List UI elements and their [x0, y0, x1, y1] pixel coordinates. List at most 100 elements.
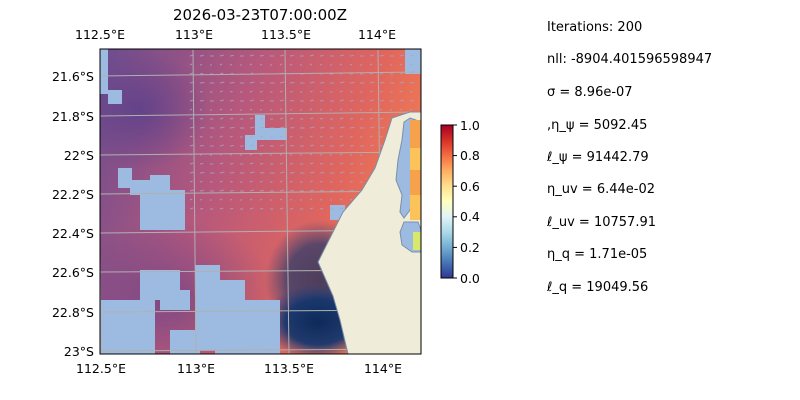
- velocity-arrow: [289, 91, 293, 93]
- velocity-arrow: [219, 117, 224, 120]
- velocity-arrow: [349, 73, 354, 75]
- lon-label-bottom: 114°E: [364, 361, 402, 376]
- velocity-arrow: [199, 118, 204, 120]
- velocity-arrow: [259, 118, 264, 120]
- velocity-arrow: [189, 162, 194, 165]
- velocity-arrow: [369, 117, 374, 120]
- velocity-arrow: [219, 63, 223, 66]
- velocity-arrow: [189, 117, 194, 120]
- velocity-arrow: [289, 190, 294, 192]
- lat-label: 21.8°S: [52, 109, 94, 124]
- velocity-arrow: [279, 171, 285, 174]
- velocity-arrow: [199, 145, 204, 147]
- velocity-arrow: [279, 90, 283, 93]
- velocity-arrow: [379, 127, 385, 129]
- velocity-arrow: [349, 82, 355, 84]
- velocity-arrow: [249, 81, 255, 84]
- velocity-arrow: [409, 91, 413, 93]
- velocity-arrow: [369, 126, 375, 129]
- velocity-arrow: [369, 144, 374, 147]
- velocity-arrow: [289, 127, 295, 129]
- lon-label-bottom: 113.5°E: [264, 361, 314, 376]
- lat-label: 22°S: [64, 148, 94, 163]
- velocity-arrow: [309, 153, 313, 156]
- velocity-arrow: [279, 81, 285, 84]
- velocity-arrow: [219, 162, 224, 165]
- velocity-arrow: [229, 154, 233, 156]
- velocity-arrow: [279, 207, 284, 210]
- velocity-arrow: [289, 100, 294, 102]
- velocity-arrow: [219, 135, 223, 138]
- lat-label: 23°S: [64, 344, 94, 359]
- velocity-arrow: [339, 63, 343, 66]
- velocity-arrow: [279, 180, 283, 183]
- velocity-arrow: [309, 126, 315, 129]
- velocity-arrow: [339, 54, 344, 57]
- velocity-arrow: [289, 118, 294, 120]
- lat-label: 22.2°S: [52, 187, 94, 202]
- velocity-arrow: [309, 63, 313, 66]
- velocity-arrow: [189, 81, 195, 84]
- velocity-arrow: [219, 99, 224, 102]
- velocity-arrow: [289, 136, 293, 138]
- velocity-arrow: [349, 127, 355, 129]
- colorbar-tick-marks: [453, 124, 457, 279]
- velocity-arrow: [279, 162, 284, 165]
- velocity-arrow: [189, 72, 194, 75]
- velocity-arrow: [189, 180, 193, 183]
- velocity-arrow: [319, 100, 324, 102]
- velocity-arrow: [229, 145, 234, 147]
- velocity-arrow: [189, 198, 193, 201]
- velocity-arrow: [189, 144, 194, 147]
- velocity-arrow: [309, 54, 314, 57]
- velocity-arrow: [289, 55, 294, 57]
- velocity-arrow: [309, 171, 315, 174]
- velocity-arrow: [189, 171, 195, 174]
- velocity-arrow: [249, 135, 253, 138]
- velocity-arrow: [229, 163, 234, 165]
- stat-iterations: Iterations: 200: [547, 20, 643, 35]
- velocity-arrow: [199, 154, 203, 156]
- velocity-arrow: [319, 118, 324, 120]
- velocity-arrow: [189, 126, 195, 129]
- lon-labels-bottom: 112.5°E 113°E 113.5°E 114°E: [76, 361, 402, 376]
- lon-label-top: 113°E: [175, 27, 213, 42]
- velocity-arrow: [259, 73, 264, 75]
- colorbar-tick-label: 0.0: [460, 271, 480, 286]
- velocity-arrow: [229, 199, 233, 201]
- velocity-arrow: [289, 109, 293, 111]
- velocity-arrow: [339, 171, 345, 174]
- inlet-field-cells: [410, 120, 421, 220]
- velocity-arrow: [189, 54, 194, 57]
- velocity-arrow: [289, 154, 293, 156]
- velocity-arrow: [409, 55, 414, 57]
- velocity-arrow: [349, 100, 354, 102]
- velocity-arrow: [379, 82, 385, 84]
- velocity-arrow: [249, 153, 253, 156]
- velocity-arrow: [219, 54, 224, 57]
- velocity-arrow: [399, 54, 404, 57]
- velocity-arrow: [349, 181, 353, 183]
- velocity-arrow: [259, 91, 263, 93]
- velocity-arrow: [279, 99, 284, 102]
- velocity-arrow: [249, 144, 254, 147]
- map-title: 2026-03-23T07:00:00Z: [173, 6, 347, 24]
- velocity-arrow: [219, 198, 223, 201]
- velocity-arrow: [369, 81, 375, 84]
- lon-label-bottom: 112.5°E: [76, 361, 126, 376]
- velocity-arrow: [339, 126, 345, 129]
- colorbar-tick-label: 1.0: [460, 118, 480, 133]
- velocity-arrow: [199, 181, 203, 183]
- velocity-vectors: [189, 54, 415, 210]
- velocity-arrow: [199, 172, 205, 174]
- velocity-arrow: [229, 64, 233, 66]
- colorbar-tick-labels: 0.0 0.2 0.4 0.6 0.8 1.0: [460, 118, 480, 286]
- velocity-arrow: [309, 135, 313, 138]
- velocity-arrow: [279, 198, 283, 201]
- velocity-arrow: [199, 100, 204, 102]
- velocity-arrow: [339, 207, 344, 210]
- velocity-arrow: [339, 72, 344, 75]
- velocity-arrow: [199, 109, 203, 111]
- velocity-arrow: [309, 162, 314, 165]
- velocity-arrow: [339, 189, 344, 192]
